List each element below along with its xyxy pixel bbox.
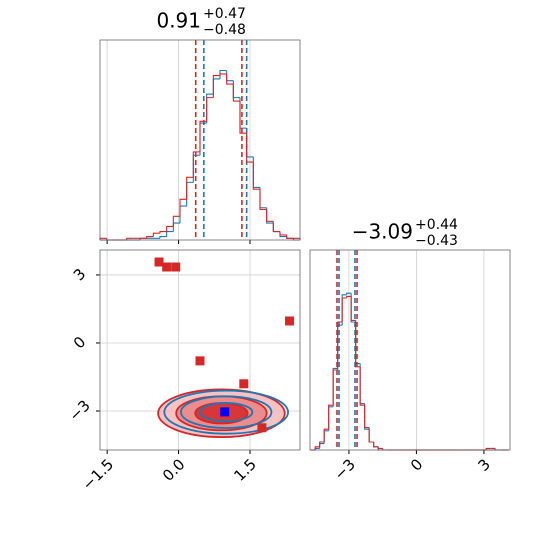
hist-step (206, 93, 214, 124)
point (154, 257, 164, 267)
hist-step (279, 231, 287, 236)
x-tick-label: −1.5 (79, 455, 117, 493)
point (239, 379, 249, 389)
hist-step (159, 230, 167, 234)
hist-step (212, 78, 220, 95)
hist-step (266, 207, 274, 224)
hist-step (226, 73, 234, 85)
hist-step (286, 234, 294, 239)
title: 0.91 (156, 9, 201, 33)
point (195, 356, 205, 366)
point (285, 316, 295, 326)
hist-step (332, 369, 338, 406)
point (171, 262, 181, 272)
contour (163, 389, 289, 435)
hist-step (359, 363, 365, 405)
hist-step (126, 237, 134, 240)
y-tick-label: 0 (70, 333, 89, 352)
point (257, 423, 267, 433)
hist-step (166, 230, 174, 237)
x-tick-label: 1.5 (230, 455, 260, 485)
hist-step (485, 447, 491, 450)
contour (199, 402, 254, 423)
axes-frame (99, 249, 301, 451)
hist-step (350, 296, 356, 321)
hist-step (219, 73, 227, 76)
hist-step (314, 446, 320, 450)
title-sup: +0.44 (415, 217, 458, 233)
hist-step (368, 427, 374, 443)
title: −3.09 (352, 220, 413, 244)
axes-frame (309, 249, 511, 451)
hist-step (179, 205, 187, 224)
hist-step (152, 232, 160, 237)
hist-step (319, 441, 325, 447)
hist-step (239, 101, 247, 134)
contour (180, 395, 273, 429)
hist-step (279, 231, 287, 238)
hist-step (355, 320, 361, 368)
hist-step (323, 428, 329, 442)
x-tick-label: 0 (407, 455, 426, 474)
y-tick-label: 3 (70, 265, 89, 284)
hist-step (199, 120, 207, 152)
x-tick-label: 3 (474, 455, 493, 474)
hist-step (246, 133, 254, 163)
title-sub: −0.48 (203, 22, 246, 38)
hist-step (272, 221, 280, 233)
hist-step (166, 225, 174, 232)
hist-step (192, 154, 200, 183)
hist-step (259, 187, 267, 209)
hist-step (364, 405, 370, 429)
point (162, 262, 172, 272)
hist-step (373, 442, 379, 448)
hist-step (226, 70, 234, 82)
hist-step (319, 443, 325, 449)
hist-step (172, 222, 180, 232)
hist-step (232, 80, 240, 99)
hist-step (252, 156, 260, 189)
point (220, 407, 230, 417)
x-tick-label: 0.0 (159, 455, 189, 485)
hist-step (364, 403, 370, 430)
hist-step (359, 366, 365, 406)
hist-step (368, 429, 374, 443)
hist-step (186, 181, 194, 207)
hist-step (266, 209, 274, 222)
hist-step (159, 236, 167, 239)
hist-step (373, 442, 379, 448)
hist-step (272, 223, 280, 233)
y-tick-label: −3 (65, 396, 93, 424)
hist-step (212, 75, 220, 98)
hist-step (219, 69, 227, 79)
hist-step (341, 297, 347, 322)
hist-step (323, 430, 329, 444)
hist-step (206, 97, 214, 122)
hist-step (341, 294, 347, 326)
hist-step (328, 404, 334, 430)
hist-step (259, 189, 267, 211)
title-sup: +0.47 (203, 6, 246, 22)
hist-step (346, 292, 352, 295)
axes-frame (99, 39, 301, 241)
hist-step (346, 295, 352, 298)
hist-step (146, 236, 154, 239)
hist-step (377, 446, 383, 449)
hist-step (328, 406, 334, 431)
hist-step (239, 97, 247, 129)
hist-step (252, 162, 260, 190)
hist-step (172, 215, 180, 227)
x-tick-label: −3 (331, 455, 359, 483)
hist-step (186, 176, 194, 200)
hist-step (179, 198, 187, 217)
hist-step (232, 84, 240, 102)
hist-step (192, 151, 200, 178)
title-sub: −0.43 (415, 233, 458, 249)
